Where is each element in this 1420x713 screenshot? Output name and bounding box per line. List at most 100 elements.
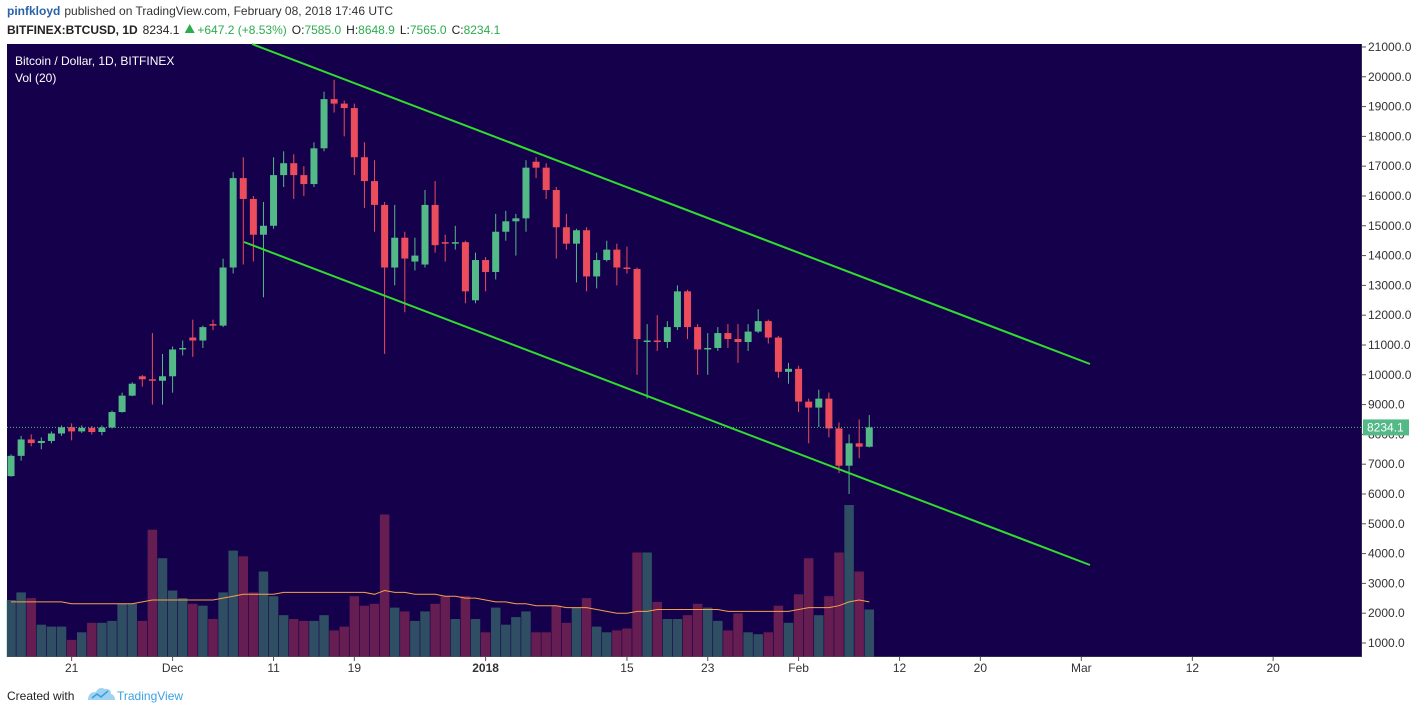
volume-bar bbox=[309, 620, 319, 657]
volume-bar bbox=[642, 552, 652, 657]
volume-bar bbox=[763, 632, 774, 657]
y-tick-label: 14000.0 bbox=[1368, 249, 1412, 263]
volume-bar bbox=[16, 592, 26, 657]
candle-body bbox=[350, 108, 358, 158]
candle-body bbox=[784, 368, 792, 372]
volume-bar bbox=[652, 601, 662, 657]
candle-body bbox=[259, 225, 267, 235]
footer-brand[interactable]: TradingView bbox=[117, 689, 183, 703]
candle-body bbox=[845, 443, 853, 466]
candle-body bbox=[381, 204, 389, 268]
volume-bar bbox=[612, 630, 622, 657]
candle-body bbox=[673, 291, 681, 328]
volume-bar bbox=[400, 611, 410, 657]
candle-body bbox=[108, 412, 116, 428]
volume-bar bbox=[410, 620, 420, 657]
candle-body bbox=[593, 260, 601, 277]
volume-bar bbox=[167, 590, 178, 657]
volume-bar bbox=[117, 603, 127, 657]
candle-body bbox=[280, 163, 288, 176]
volume-bar bbox=[773, 605, 784, 657]
volume-bar bbox=[672, 619, 683, 657]
volume-title: Vol (20) bbox=[15, 71, 56, 85]
candle-body bbox=[835, 428, 843, 466]
candle-body bbox=[189, 337, 197, 341]
volume-bar bbox=[541, 632, 551, 657]
candle-body bbox=[653, 340, 661, 343]
tradingview-logo bbox=[88, 688, 115, 700]
quote-line: BITFINEX:BTCUSD, 1D 8234.1 +647.2 (+8.53%)… bbox=[7, 23, 501, 37]
volume-bar bbox=[359, 605, 370, 657]
volume-bar bbox=[551, 605, 562, 657]
volume-bar bbox=[379, 514, 390, 657]
candle-body bbox=[663, 327, 671, 343]
y-tick-label: 19000.0 bbox=[1368, 100, 1412, 114]
volume-bar bbox=[157, 558, 168, 657]
volume-bar bbox=[571, 607, 582, 657]
up-arrow bbox=[184, 24, 195, 33]
candle-body bbox=[512, 218, 520, 222]
candle-body bbox=[68, 427, 76, 432]
candle-body bbox=[270, 175, 278, 226]
candle-body bbox=[209, 324, 217, 326]
volume-bar bbox=[66, 639, 77, 657]
logo-cloud bbox=[88, 688, 115, 700]
candle-body bbox=[542, 167, 550, 191]
volume-bar bbox=[147, 529, 158, 657]
y-tick-label: 18000.0 bbox=[1368, 129, 1412, 143]
volume-bar bbox=[854, 571, 864, 657]
open: 7585.0 bbox=[304, 23, 341, 37]
volume-bar bbox=[218, 592, 228, 657]
candle-body bbox=[825, 398, 833, 429]
volume-bar bbox=[531, 632, 541, 657]
volume-bar bbox=[581, 598, 592, 657]
candle-body bbox=[310, 148, 318, 185]
volume-bar bbox=[26, 598, 36, 657]
candle-body bbox=[613, 249, 621, 268]
x-tick-label: 21 bbox=[65, 661, 79, 675]
candle-body bbox=[391, 237, 399, 268]
candle-body bbox=[290, 163, 298, 176]
volume-bar bbox=[369, 603, 380, 657]
volume-bar bbox=[127, 603, 137, 657]
volume-bar bbox=[692, 603, 703, 657]
candle-body bbox=[694, 327, 702, 350]
volume-bar bbox=[662, 619, 673, 657]
volume-bar bbox=[632, 552, 642, 657]
candle-body bbox=[815, 398, 823, 408]
candle-body bbox=[724, 333, 732, 340]
candle-body bbox=[17, 439, 25, 456]
volume-bar bbox=[198, 605, 208, 657]
low: 7565.0 bbox=[410, 23, 447, 37]
candle-body bbox=[37, 440, 45, 444]
volume-bar bbox=[450, 619, 461, 657]
candle-body bbox=[744, 331, 752, 343]
candle-body bbox=[229, 178, 237, 268]
author: pinfkloyd bbox=[7, 4, 60, 18]
x-tick-label: 11 bbox=[267, 661, 280, 675]
close-label: C: bbox=[452, 23, 464, 37]
candle-body bbox=[158, 376, 166, 381]
candle-body bbox=[421, 204, 429, 265]
volume-bar bbox=[188, 603, 198, 657]
candle-body bbox=[148, 379, 156, 381]
candle-body bbox=[78, 427, 86, 432]
x-tick-label: 23 bbox=[701, 661, 715, 675]
y-tick-label: 13000.0 bbox=[1368, 278, 1412, 292]
candle-body bbox=[502, 221, 510, 232]
volume-bar bbox=[36, 624, 47, 657]
volume-bar bbox=[702, 607, 713, 657]
close: 8234.1 bbox=[464, 23, 501, 37]
volume-bar bbox=[238, 556, 249, 657]
candle-body bbox=[764, 321, 772, 338]
symbol: BITFINEX:BTCUSD, 1D bbox=[7, 23, 138, 37]
candle-body bbox=[704, 347, 712, 350]
candle-body bbox=[411, 255, 419, 262]
y-tick-label: 2000.0 bbox=[1368, 606, 1405, 620]
candle-body bbox=[47, 433, 55, 441]
volume-bar bbox=[622, 628, 632, 657]
candle-body bbox=[7, 455, 15, 477]
candle-body bbox=[482, 260, 490, 272]
candle-body bbox=[451, 242, 459, 244]
